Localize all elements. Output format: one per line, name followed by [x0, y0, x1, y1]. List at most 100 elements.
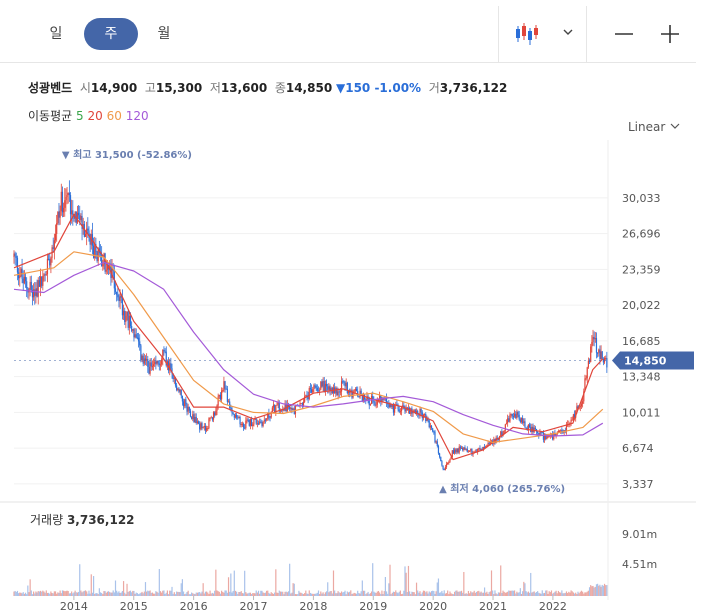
candle-body: [259, 421, 261, 424]
candle-body: [522, 417, 524, 424]
candle-body: [455, 449, 457, 453]
volume-bar: [249, 592, 252, 596]
price-tick-label: 16,685: [622, 335, 661, 348]
volume-bar: [171, 586, 173, 596]
ma-60-label[interactable]: 60: [106, 109, 122, 123]
volume-bar: [94, 593, 96, 596]
candle-body: [237, 417, 239, 419]
candle-body: [147, 359, 149, 367]
candle-body: [269, 417, 271, 419]
candle-body: [606, 358, 608, 368]
candle-body: [586, 367, 588, 379]
volume-bar: [38, 591, 40, 596]
candle-body: [34, 289, 36, 296]
candle-body: [338, 391, 340, 393]
candle-body: [355, 388, 358, 391]
volume-bar: [43, 591, 45, 596]
tab-monthly[interactable]: 월: [157, 26, 171, 42]
chart-type-dropdown[interactable]: [556, 20, 584, 48]
volume-bar: [120, 592, 122, 596]
volume-bar: [267, 590, 269, 596]
volume-bar: [562, 593, 564, 596]
volume-bar: [13, 591, 15, 596]
volume-bar: [52, 593, 54, 596]
candle-body: [125, 315, 127, 322]
volume-bar: [391, 592, 393, 596]
volume-bar: [468, 593, 471, 596]
candle-body: [200, 423, 202, 430]
volume-bar: [137, 594, 140, 596]
candle-body: [189, 410, 192, 417]
candle-body: [342, 381, 344, 383]
tab-daily[interactable]: 일: [49, 26, 63, 42]
volume-bar: [425, 592, 427, 596]
volume-bar: [214, 590, 216, 596]
candle-body: [289, 406, 291, 410]
volume-bar: [128, 591, 130, 596]
candle-body: [505, 423, 508, 425]
tab-weekly[interactable]: 주: [84, 18, 138, 50]
volume-bar: [411, 591, 413, 596]
volume-bar: [255, 590, 257, 596]
volume-bar: [289, 563, 291, 596]
candle-body: [57, 211, 59, 224]
volume-bar: [246, 593, 248, 596]
zoom-out-button[interactable]: [610, 20, 638, 48]
candle-body: [164, 350, 166, 352]
candle-body: [272, 404, 275, 408]
candle-body: [390, 403, 392, 407]
open-value: 14,900: [90, 81, 138, 95]
volume-bar: [355, 593, 358, 596]
volume-bar: [548, 591, 550, 596]
close-value: 14,850: [285, 81, 333, 95]
volume-bar: [486, 591, 488, 596]
zoom-in-button[interactable]: [656, 20, 684, 48]
candle-body: [319, 389, 321, 391]
candle-body: [413, 410, 415, 413]
volume-bar: [537, 591, 539, 596]
volume-bar: [164, 593, 166, 596]
volume-bar: [77, 591, 80, 596]
volume-bar: [207, 592, 209, 596]
ma-20-label[interactable]: 20: [87, 109, 103, 123]
volume-bar: [591, 586, 593, 596]
volume-bar: [158, 569, 160, 596]
candle-body: [362, 394, 365, 402]
volume-bar: [89, 593, 91, 596]
volume-bar: [82, 591, 84, 596]
candle-body: [327, 386, 329, 390]
ma-5-label[interactable]: 5: [76, 109, 84, 123]
candle-body: [388, 404, 390, 408]
candle-body: [442, 465, 444, 469]
volume-bar: [568, 591, 570, 596]
candle-body: [321, 381, 323, 387]
volume-bar: [195, 592, 197, 596]
volume-bar: [360, 591, 362, 596]
candle-body: [463, 447, 465, 450]
candle-body: [171, 368, 173, 374]
scale-selector[interactable]: Linear: [628, 120, 681, 134]
candle-body: [201, 423, 203, 428]
volume-bar: [439, 592, 441, 596]
ma-120-label[interactable]: 120: [125, 109, 149, 123]
volume-bar: [445, 593, 448, 596]
candle-body: [49, 259, 51, 266]
volume-bar: [482, 592, 485, 596]
volume-bar: [209, 590, 211, 596]
volume-bar: [504, 592, 506, 596]
volume-bar: [390, 594, 392, 596]
volume-bar: [404, 566, 406, 596]
volume-bar: [261, 590, 263, 596]
candle-body: [39, 276, 42, 287]
volume-bar: [424, 590, 426, 596]
candle-body: [178, 388, 180, 392]
volume-bar: [415, 582, 418, 596]
volume-bar: [182, 591, 185, 596]
candle-body: [173, 377, 175, 380]
chart-type-button[interactable]: [514, 20, 542, 48]
candle-body: [437, 445, 440, 454]
volume-bar: [42, 590, 44, 596]
candle-body: [292, 408, 294, 410]
candle-body: [194, 416, 196, 423]
